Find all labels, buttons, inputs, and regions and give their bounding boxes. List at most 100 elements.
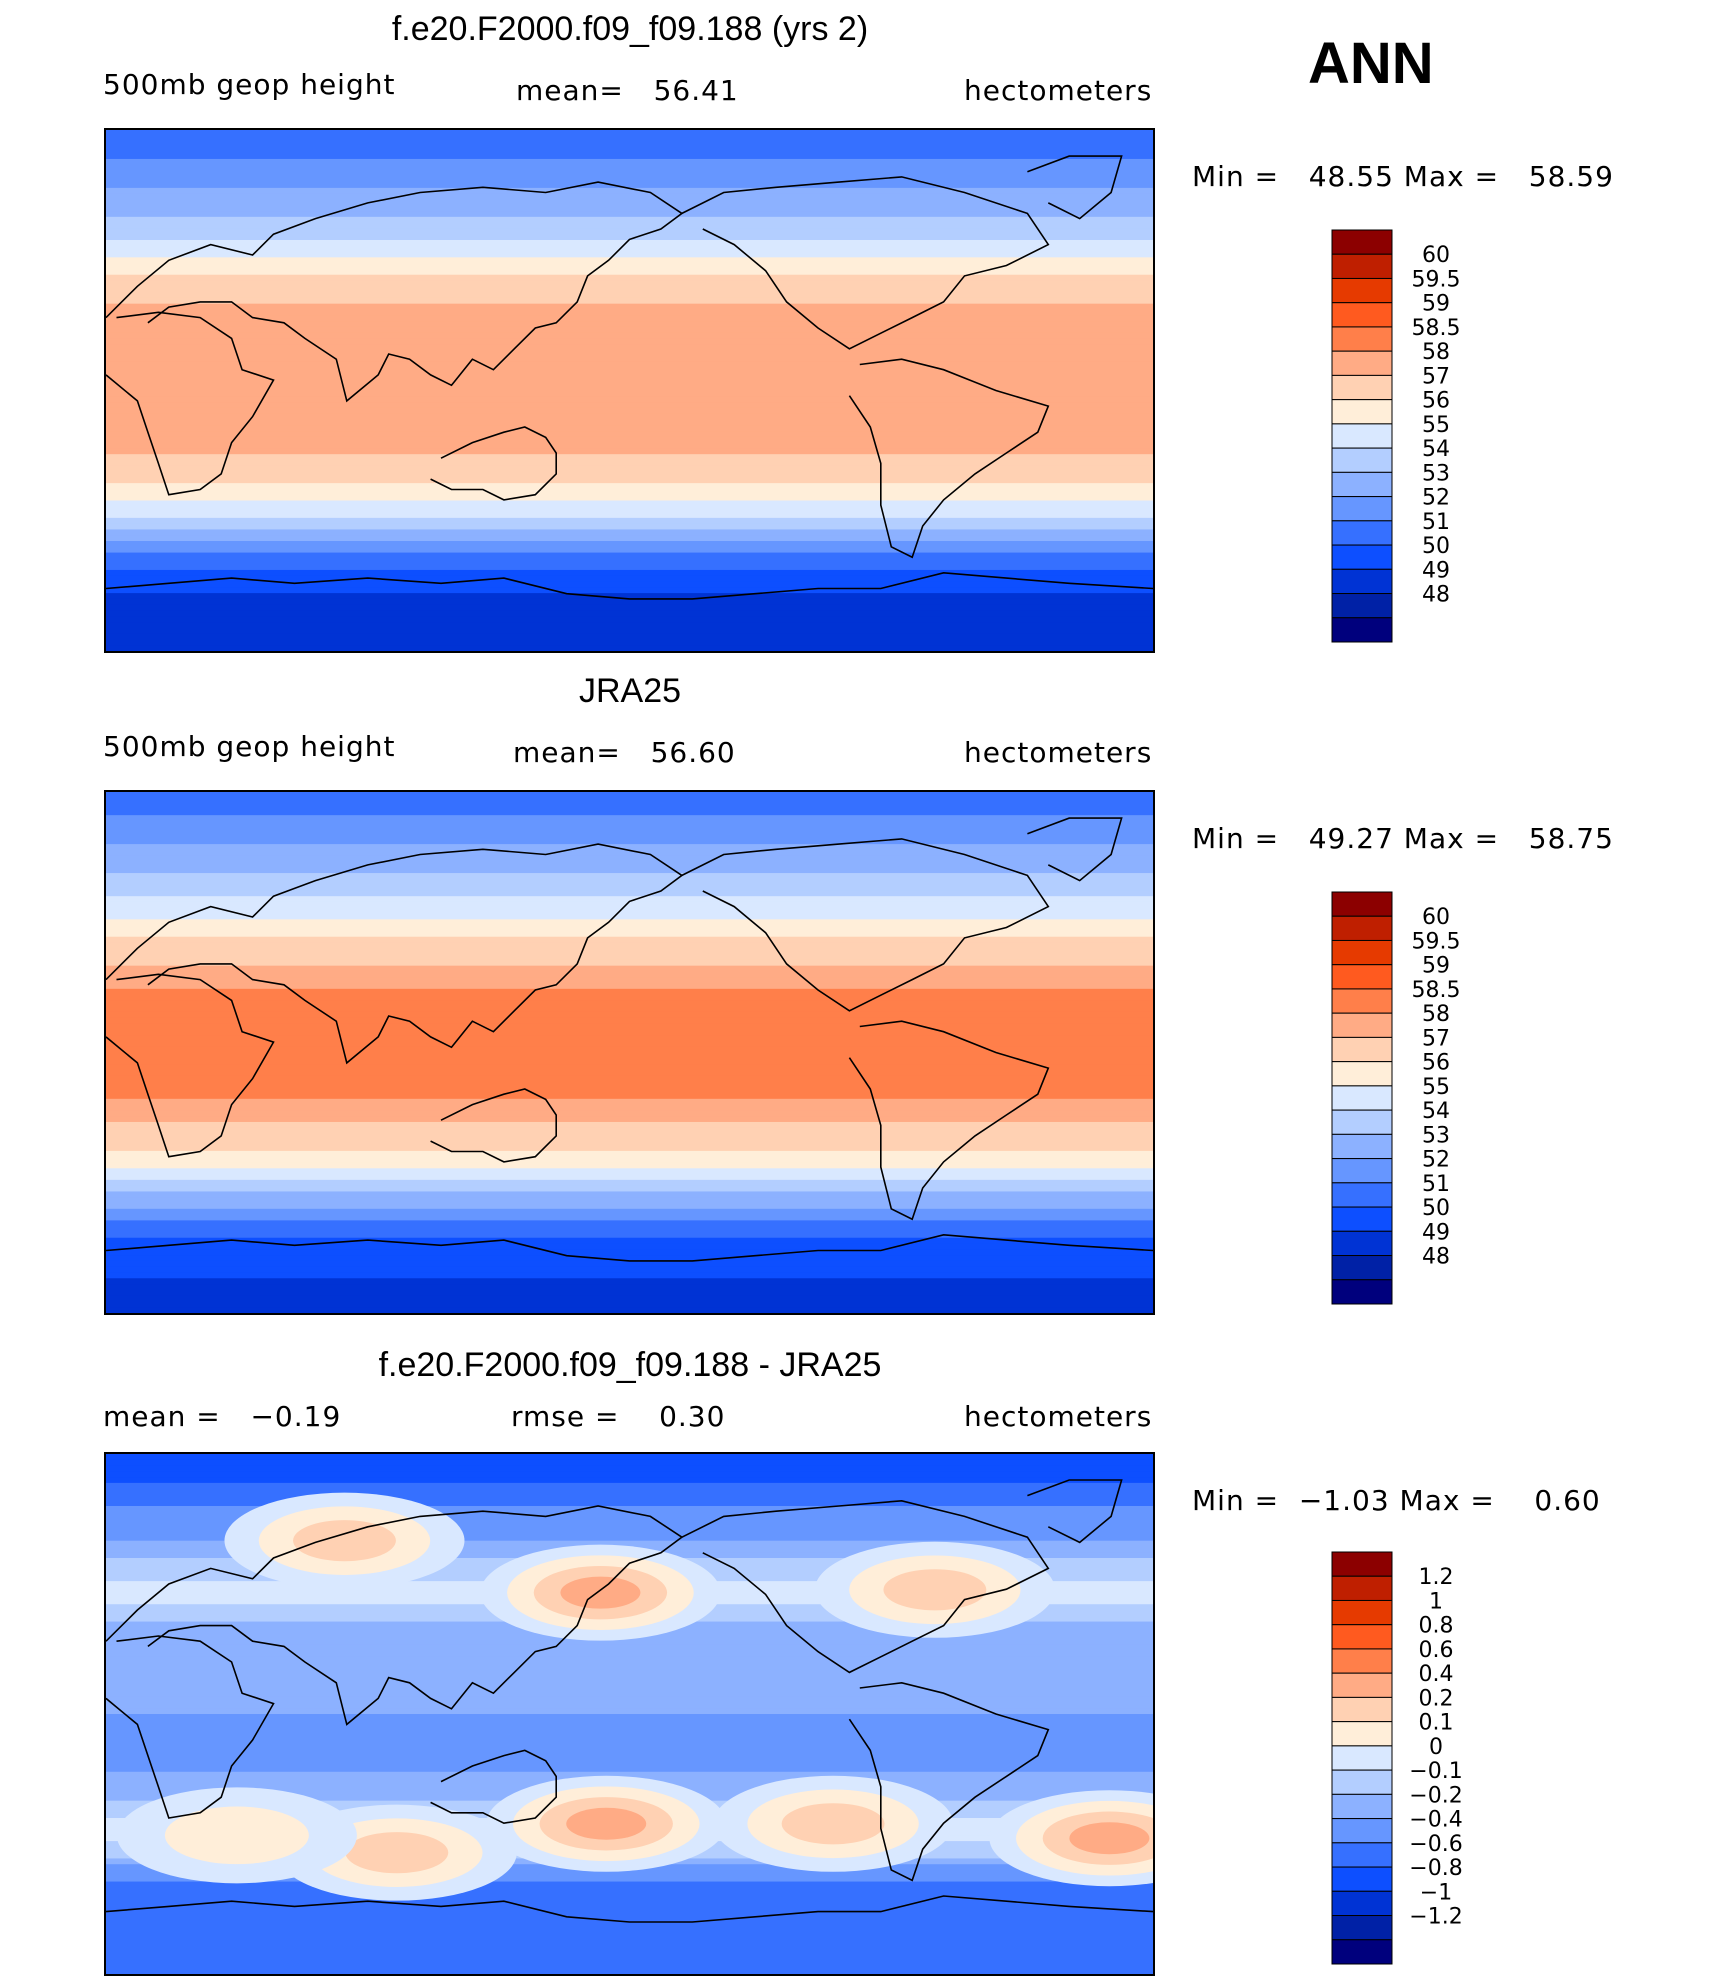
colorbar-swatch bbox=[1331, 1182, 1393, 1208]
colorbar-tick-label: 53 bbox=[1422, 461, 1450, 486]
map-band bbox=[106, 1766, 1153, 1773]
colorbar-swatch bbox=[1331, 1890, 1393, 1917]
map-band bbox=[106, 1203, 1153, 1210]
map-band bbox=[106, 1133, 1153, 1140]
map-band bbox=[106, 1179, 1153, 1187]
map-band bbox=[106, 396, 1153, 403]
map-band bbox=[106, 158, 1153, 166]
map-band bbox=[106, 1748, 1153, 1756]
map-band bbox=[106, 326, 1153, 334]
map-band bbox=[106, 1220, 1153, 1227]
map-band bbox=[106, 1916, 1153, 1923]
coastline bbox=[106, 1895, 1153, 1923]
map-band bbox=[106, 1881, 1153, 1888]
map-band bbox=[106, 546, 1153, 554]
coastline bbox=[681, 838, 1050, 1012]
anomaly-contour bbox=[164, 1806, 309, 1865]
colorbar-tick-label: 55 bbox=[1422, 413, 1450, 438]
panel-3-mean-label: mean = −0.19 bbox=[103, 1400, 342, 1433]
map-band bbox=[106, 1301, 1153, 1308]
map-band bbox=[106, 1040, 1153, 1048]
colorbar-tick-label: 51 bbox=[1422, 1172, 1450, 1197]
coastline bbox=[1027, 155, 1123, 220]
map-band bbox=[106, 942, 1153, 949]
map-band bbox=[106, 965, 1153, 973]
colorbar-swatch bbox=[1331, 891, 1393, 917]
colorbar-swatch bbox=[1331, 447, 1393, 473]
map-band bbox=[106, 494, 1153, 502]
map-band bbox=[106, 633, 1153, 641]
map-band bbox=[106, 471, 1153, 478]
colorbar-swatch bbox=[1331, 1133, 1393, 1160]
map-band bbox=[106, 1950, 1153, 1958]
map-band bbox=[106, 1104, 1153, 1111]
map-band bbox=[106, 1939, 1153, 1946]
coastline bbox=[1027, 817, 1123, 882]
map-band bbox=[106, 575, 1153, 583]
map-band bbox=[106, 1517, 1153, 1524]
map-band bbox=[106, 239, 1153, 247]
colorbar-swatch bbox=[1331, 496, 1393, 522]
colorbar-tick-label: −0.2 bbox=[1409, 1783, 1462, 1808]
panel-3-units-label: hectometers bbox=[964, 1400, 1153, 1433]
panel-1-mean-label: mean= 56.41 bbox=[516, 74, 739, 107]
panel-2-units-label: hectometers bbox=[964, 736, 1153, 769]
coastline bbox=[106, 1635, 275, 1819]
colorbar-swatch bbox=[1331, 1866, 1393, 1892]
colorbar-tick-label: 51 bbox=[1422, 510, 1450, 535]
colorbar-swatch bbox=[1331, 544, 1393, 570]
colorbar-tick-label: 54 bbox=[1422, 437, 1450, 462]
colorbar-swatch bbox=[1331, 1769, 1393, 1795]
map-band bbox=[106, 1052, 1153, 1059]
map-band bbox=[106, 407, 1153, 415]
map-band bbox=[106, 1266, 1153, 1274]
map-band bbox=[106, 211, 1153, 218]
colorbar-tick-label: 49 bbox=[1422, 1220, 1450, 1245]
colorbar-swatch bbox=[1331, 423, 1393, 449]
colorbar-swatch bbox=[1331, 915, 1393, 941]
map-band bbox=[106, 1191, 1153, 1198]
panel-2-left-label: 500mb geop height bbox=[103, 730, 396, 763]
map-band bbox=[106, 465, 1153, 473]
map-band bbox=[106, 384, 1153, 392]
map-band bbox=[106, 1058, 1153, 1065]
map-band bbox=[106, 925, 1153, 932]
map-band bbox=[106, 413, 1153, 421]
map-band bbox=[106, 315, 1153, 322]
colorbar-swatch bbox=[1331, 593, 1393, 619]
map-band bbox=[106, 861, 1153, 868]
colorbar-swatch bbox=[1331, 1255, 1393, 1281]
colorbar-swatch bbox=[1331, 964, 1393, 990]
map-band bbox=[106, 639, 1153, 646]
colorbar-tick-label: 50 bbox=[1422, 534, 1450, 559]
map-band bbox=[106, 448, 1153, 455]
map-band bbox=[106, 506, 1153, 513]
coastlines bbox=[106, 1479, 1153, 1923]
map-band bbox=[106, 1454, 1153, 1461]
panel-2-map bbox=[104, 790, 1155, 1315]
map-band bbox=[106, 1168, 1153, 1175]
panel-2-minmax: Min = 49.27 Max = 58.75 bbox=[1192, 822, 1614, 855]
map-band bbox=[106, 645, 1153, 651]
map-band bbox=[106, 1529, 1153, 1536]
map-band bbox=[106, 1110, 1153, 1117]
map-band bbox=[106, 1482, 1153, 1490]
colorbar-swatch bbox=[1331, 1745, 1393, 1771]
map-band bbox=[106, 1656, 1153, 1663]
colorbar-swatch bbox=[1331, 350, 1393, 376]
map-band bbox=[106, 913, 1153, 920]
map-band bbox=[106, 344, 1153, 351]
coastline bbox=[1027, 1479, 1123, 1544]
map-band bbox=[106, 332, 1153, 339]
colorbar-swatch bbox=[1331, 1599, 1393, 1626]
map-band bbox=[106, 251, 1153, 258]
map-band bbox=[106, 147, 1153, 154]
map-band bbox=[106, 604, 1153, 612]
map-band bbox=[106, 832, 1153, 839]
map-band bbox=[106, 552, 1153, 559]
map-band bbox=[106, 622, 1153, 629]
map-band bbox=[106, 930, 1153, 938]
map-band bbox=[106, 1696, 1153, 1704]
map-band bbox=[106, 535, 1153, 542]
map-band bbox=[106, 297, 1153, 305]
